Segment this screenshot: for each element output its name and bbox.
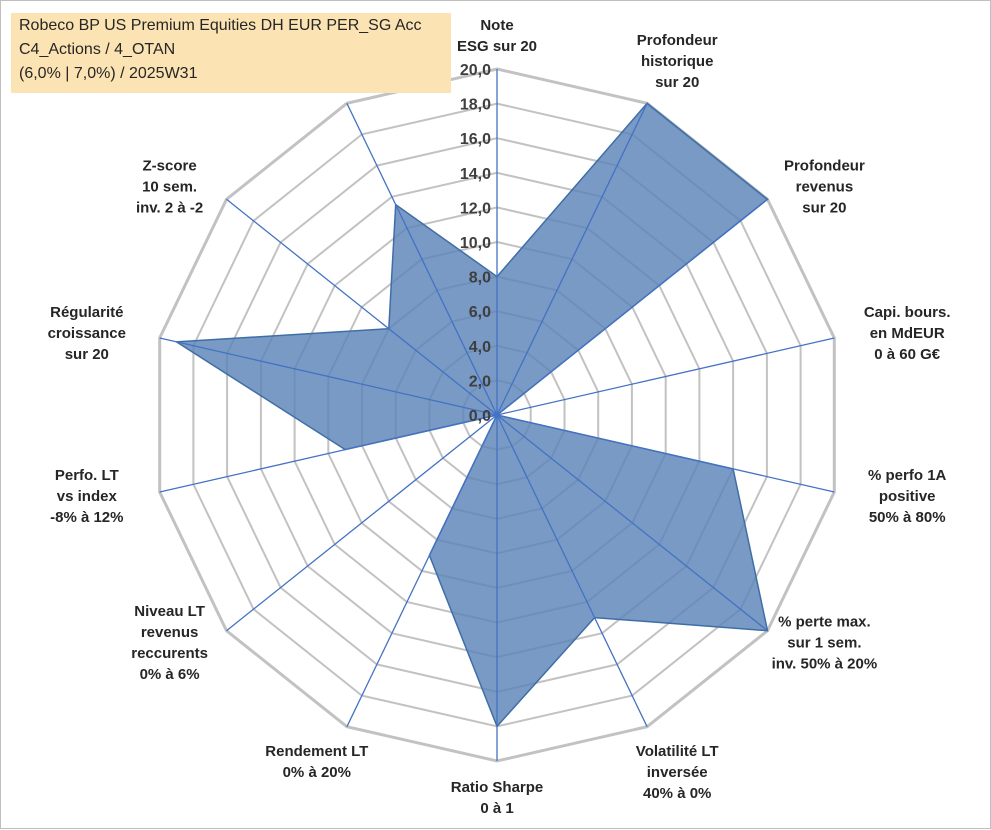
radial-tick-label: 16,0 — [460, 131, 491, 148]
radial-tick-label: 18,0 — [460, 97, 491, 114]
chart-title-category: C4_Actions / 4_OTAN — [19, 41, 175, 59]
radial-tick-label: 8,0 — [469, 270, 491, 287]
radial-tick-label: 10,0 — [460, 235, 491, 252]
radial-tick-label: 2,0 — [469, 373, 491, 390]
axis-label: % perte max.sur 1 sem.inv. 50% à 20% — [772, 614, 878, 673]
chart-title-box: Robeco BP US Premium Equities DH EUR PER… — [11, 13, 451, 93]
radial-tick-label: 20,0 — [460, 62, 491, 79]
radial-tick-label: 0,0 — [469, 408, 491, 425]
chart-title-fund: Robeco BP US Premium Equities DH EUR PER… — [19, 17, 422, 35]
radial-tick-label: 4,0 — [469, 339, 491, 356]
radial-tick-label: 14,0 — [460, 166, 491, 183]
chart-title-period: (6,0% | 7,0%) / 2025W31 — [19, 65, 197, 83]
radial-tick-label: 6,0 — [469, 304, 491, 321]
radial-tick-label: 12,0 — [460, 200, 491, 217]
